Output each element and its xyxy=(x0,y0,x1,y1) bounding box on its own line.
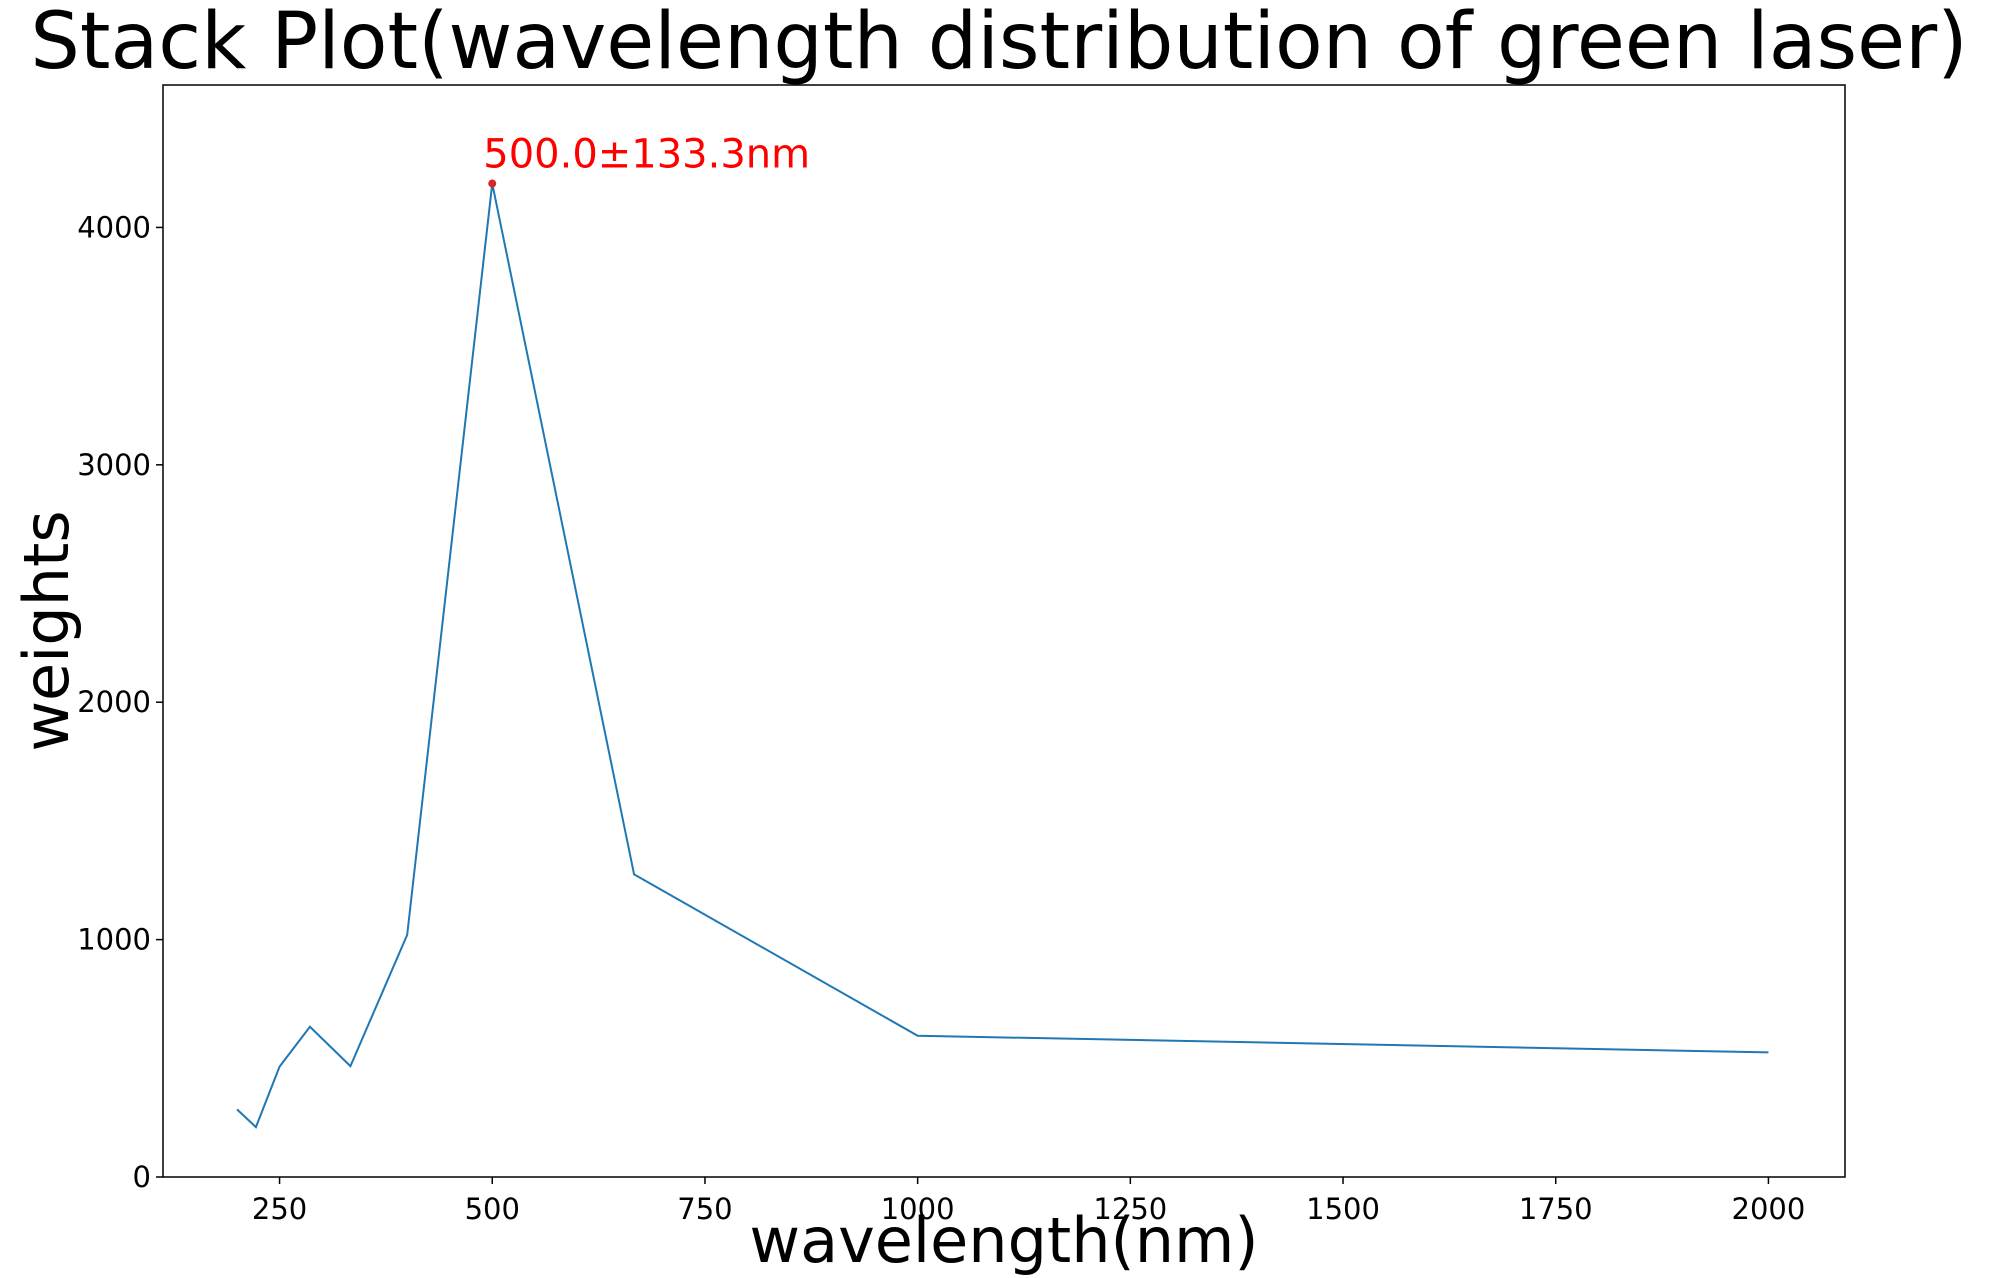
y-axis-ticks: 0 1000 2000 3000 4000 xyxy=(77,210,163,1194)
y-tick-label: 2000 xyxy=(77,685,151,719)
x-tick-label: 250 xyxy=(252,1192,307,1226)
x-tick-label: 1000 xyxy=(881,1192,955,1226)
x-tick-label: 500 xyxy=(465,1192,520,1226)
peak-annotation: 500.0±133.3nm xyxy=(483,132,810,178)
x-tick-label: 1250 xyxy=(1093,1192,1167,1226)
y-tick-label: 1000 xyxy=(77,923,151,957)
x-tick-label: 750 xyxy=(677,1192,732,1226)
x-tick-label: 1500 xyxy=(1306,1192,1380,1226)
x-axis-label: wavelength(nm) xyxy=(749,1204,1258,1277)
y-tick-label: 3000 xyxy=(77,448,151,482)
x-tick-label: 2000 xyxy=(1732,1192,1806,1226)
y-axis-label: weights xyxy=(10,510,83,751)
series-line xyxy=(236,183,1769,1129)
plot-frame xyxy=(162,84,1846,1178)
y-tick-label: 0 xyxy=(133,1160,151,1194)
x-axis-ticks: 250 500 750 1000 1250 1500 1750 2000 xyxy=(252,1177,1805,1226)
y-tick-label: 4000 xyxy=(77,210,151,244)
x-tick-label: 1750 xyxy=(1519,1192,1593,1226)
peak-marker xyxy=(488,179,497,188)
chart-title: Stack Plot(wavelength distribution of gr… xyxy=(30,0,1967,87)
